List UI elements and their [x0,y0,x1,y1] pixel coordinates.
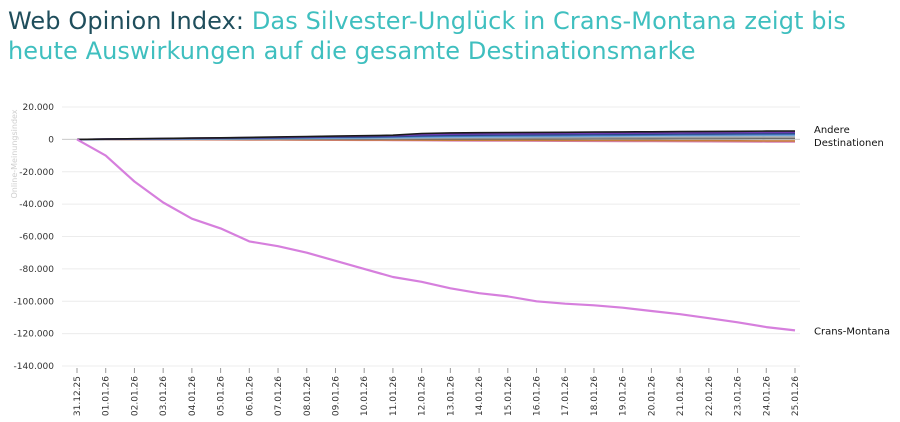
x-tick-label: 22.01.26 [705,376,715,416]
y-axis: 20.000 0 -20.000 -40.000 -60.000 -80.000 -100.… [14,103,55,372]
series-labels: Crans-Montana Andere Destinationen [814,125,890,337]
x-tick-label: 21.01.26 [676,376,686,416]
y-tick-label: -140.000 [14,362,55,372]
x-tick-label: 07.01.26 [274,376,284,416]
y-tick-label: 0 [48,135,54,145]
y-tick-label: -20.000 [19,168,54,178]
series-label-line: Andere [814,125,850,136]
y-tick-label: -80.000 [19,265,54,275]
y-tick-label: -100.000 [14,297,55,307]
title-prefix: Web Opinion Index: [8,7,245,35]
series-label-crans-montana: Crans-Montana [814,326,890,337]
title-main: Das Silvester-Unglück in Crans-Montana z… [8,7,846,65]
x-tick-label: 05.01.26 [217,376,227,416]
x-tick-label: 14.01.26 [475,376,485,416]
series-line [76,130,796,141]
x-tick-label: 13.01.26 [446,376,456,416]
x-tick-label: 20.01.26 [647,376,657,416]
x-tick-label: 03.01.26 [159,376,169,416]
x-tick-label: 08.01.26 [303,376,313,416]
x-tick-label: 12.01.26 [418,376,428,416]
x-axis: 31.12.25 01.01.26 02.01.26 03.01.26 04.01.26… [73,368,801,416]
y-tick-label: -120.000 [14,330,55,340]
x-tick-label: 04.01.26 [188,376,198,416]
x-tick-label: 02.01.26 [130,376,140,416]
x-tick-label: 18.01.26 [590,376,600,416]
x-tick-label: 01.01.26 [102,376,112,416]
x-tick-label: 15.01.26 [504,376,514,416]
series-label-andere-destinationen: Andere Destinationen [814,125,884,149]
series-label-line: Destinationen [814,138,884,149]
y-axis-label: Online-Meinungsindex [10,109,19,198]
x-tick-label: 19.01.26 [619,376,629,416]
x-tick-label: 31.12.25 [73,376,83,416]
x-tick-label: 16.01.26 [533,376,543,416]
x-tick-label: 11.01.26 [389,376,399,416]
x-tick-label: 09.01.26 [331,376,341,416]
x-tick-label: 06.01.26 [245,376,255,416]
x-tick-label: 24.01.26 [762,376,772,416]
series-lines [76,130,796,332]
y-tick-label: -60.000 [19,233,54,243]
series-line [76,138,796,332]
chart-title: Web Opinion Index: Das Silvester-Unglück… [8,6,893,66]
x-tick-label: 10.01.26 [360,376,370,416]
grid-lines [62,106,800,367]
y-tick-label: 20.000 [23,103,55,113]
y-tick-label: -40.000 [19,200,54,210]
x-tick-label: 25.01.26 [791,376,801,416]
x-tick-label: 17.01.26 [561,376,571,416]
x-tick-label: 23.01.26 [734,376,744,416]
